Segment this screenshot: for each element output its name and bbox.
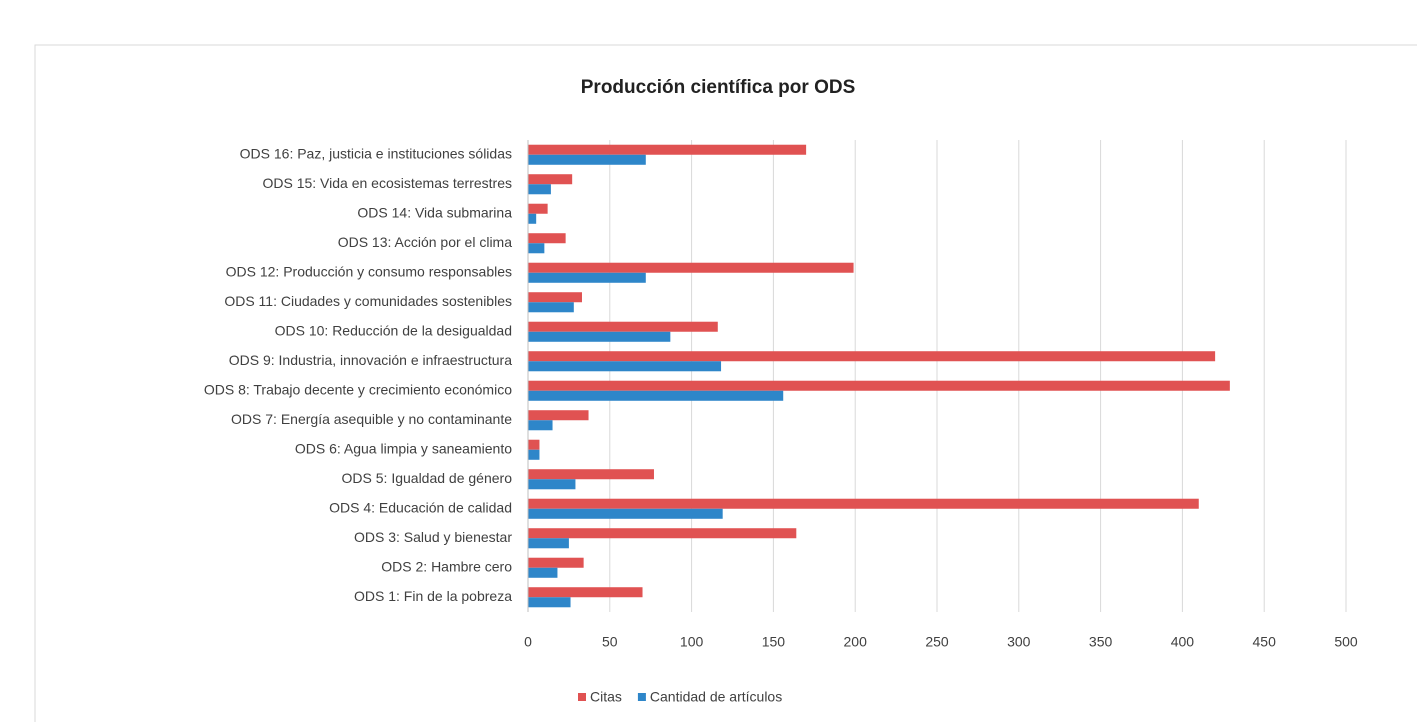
bar (528, 439, 540, 450)
y-tick-label: ODS 14: Vida submarina (357, 204, 512, 220)
bar (528, 479, 576, 490)
bar (528, 390, 784, 401)
x-tick-label: 0 (524, 634, 532, 650)
bar (528, 361, 722, 372)
y-tick-label: ODS 13: Acción por el clima (338, 234, 513, 250)
bar (528, 213, 537, 224)
bar (528, 243, 545, 254)
y-tick-label: ODS 16: Paz, justicia e instituciones só… (240, 145, 512, 161)
y-tick-label: ODS 9: Industria, innovación e infraestr… (229, 352, 512, 368)
y-tick-label: ODS 5: Igualdad de género (342, 470, 513, 486)
y-tick-label: ODS 12: Producción y consumo responsable… (226, 263, 512, 279)
bar (528, 302, 574, 313)
x-tick-label: 400 (1171, 634, 1195, 650)
bar (528, 508, 723, 519)
y-tick-label: ODS 6: Agua limpia y saneamiento (295, 440, 512, 456)
bar (528, 498, 1199, 509)
bar (528, 154, 646, 165)
y-tick-label: ODS 2: Hambre cero (381, 558, 512, 574)
bar (528, 380, 1230, 391)
x-tick-label: 150 (762, 634, 786, 650)
bar (528, 420, 553, 431)
bar (528, 203, 548, 214)
legend-label: Citas (590, 689, 622, 705)
y-tick-label: ODS 7: Energía asequible y no contaminan… (231, 411, 512, 427)
y-tick-label: ODS 3: Salud y bienestar (354, 529, 512, 545)
bar (528, 292, 582, 303)
chart-title: Producción científica por ODS (581, 77, 856, 98)
bar (528, 410, 589, 421)
x-tick-label: 500 (1334, 634, 1358, 650)
x-tick-label: 450 (1253, 634, 1277, 650)
x-tick-label: 350 (1089, 634, 1113, 650)
x-tick-label: 100 (680, 634, 704, 650)
bar (528, 174, 573, 185)
bar (528, 557, 584, 568)
bar (528, 538, 569, 549)
bar (528, 469, 654, 480)
x-tick-label: 50 (602, 634, 618, 650)
bar (528, 449, 540, 460)
bar (528, 528, 797, 539)
bar (528, 597, 571, 608)
x-tick-label: 300 (1007, 634, 1031, 650)
legend-label: Cantidad de artículos (650, 689, 782, 705)
x-tick-label: 200 (844, 634, 868, 650)
legend-swatch (578, 693, 586, 701)
bar (528, 587, 643, 598)
bar (528, 272, 646, 283)
bar (528, 321, 718, 332)
y-tick-label: ODS 15: Vida en ecosistemas terrestres (262, 175, 512, 191)
y-tick-label: ODS 11: Ciudades y comunidades sostenibl… (224, 293, 512, 309)
bar (528, 331, 671, 342)
bar (528, 262, 854, 273)
bar (528, 233, 566, 244)
x-tick-label: 250 (925, 634, 949, 650)
bar (528, 144, 807, 155)
y-tick-label: ODS 4: Educación de calidad (329, 499, 512, 515)
bar (528, 567, 558, 578)
y-tick-label: ODS 1: Fin de la pobreza (354, 588, 512, 604)
bar (528, 351, 1216, 362)
y-tick-label: ODS 10: Reducción de la desigualdad (275, 322, 512, 338)
bar (528, 184, 551, 195)
legend-swatch (637, 693, 646, 701)
y-tick-label: ODS 8: Trabajo decente y crecimiento eco… (204, 381, 512, 397)
